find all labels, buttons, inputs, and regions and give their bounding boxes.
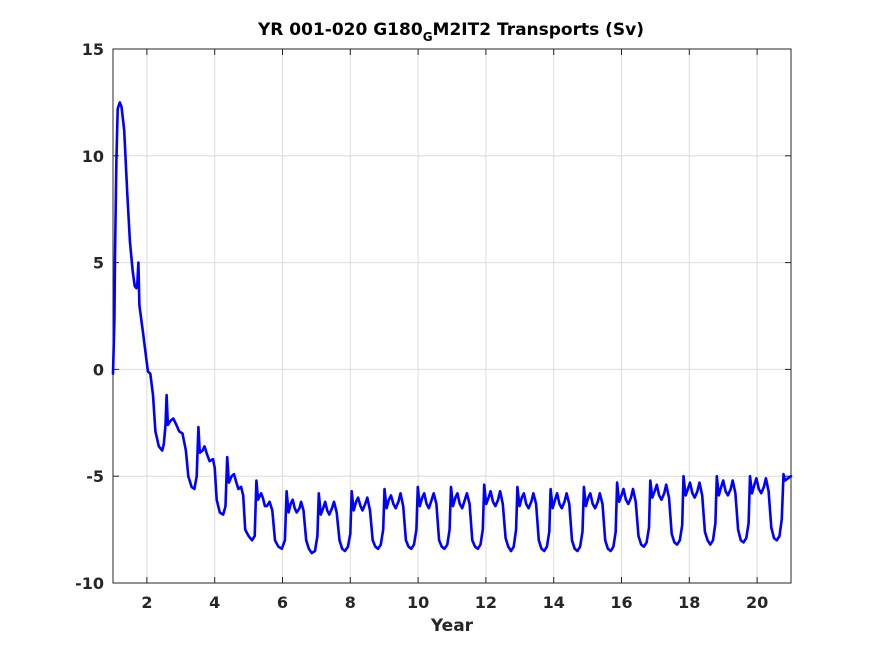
title-main: YR 001-020 G180 <box>257 20 423 40</box>
x-tick-label: 6 <box>277 593 288 612</box>
y-tick-label: 0 <box>93 360 104 379</box>
y-tick-label: -5 <box>86 467 104 486</box>
chart-title: YR 001-020 G180GM2IT2 Transports (Sv) <box>257 20 644 44</box>
x-axis-label: Year <box>430 616 474 636</box>
axes <box>112 48 792 584</box>
y-tick-label: 10 <box>82 147 104 166</box>
tick-labels: 2 4 6 8 10 12 14 16 18 20 -10 -5 0 5 10 15 <box>75 40 768 612</box>
x-tick-label: 14 <box>543 593 565 612</box>
x-tick-label: 20 <box>746 593 768 612</box>
series-layer <box>111 101 793 555</box>
plot-frame <box>112 48 792 584</box>
x-tick-label: 4 <box>209 593 220 612</box>
x-tick-label: 10 <box>407 593 429 612</box>
x-tick-label: 12 <box>475 593 497 612</box>
x-tick-label: 18 <box>678 593 700 612</box>
y-tick-label: 5 <box>93 254 104 273</box>
title-subscript: G <box>423 30 433 44</box>
x-tick-label: 16 <box>610 593 632 612</box>
y-tick-label: 15 <box>82 40 104 59</box>
title-rest: M2IT2 Transports (Sv) <box>433 20 644 40</box>
x-tick-label: 2 <box>141 593 152 612</box>
transport-series-line <box>111 101 793 555</box>
y-tick-label: -10 <box>75 574 104 593</box>
x-tick-label: 8 <box>345 593 356 612</box>
